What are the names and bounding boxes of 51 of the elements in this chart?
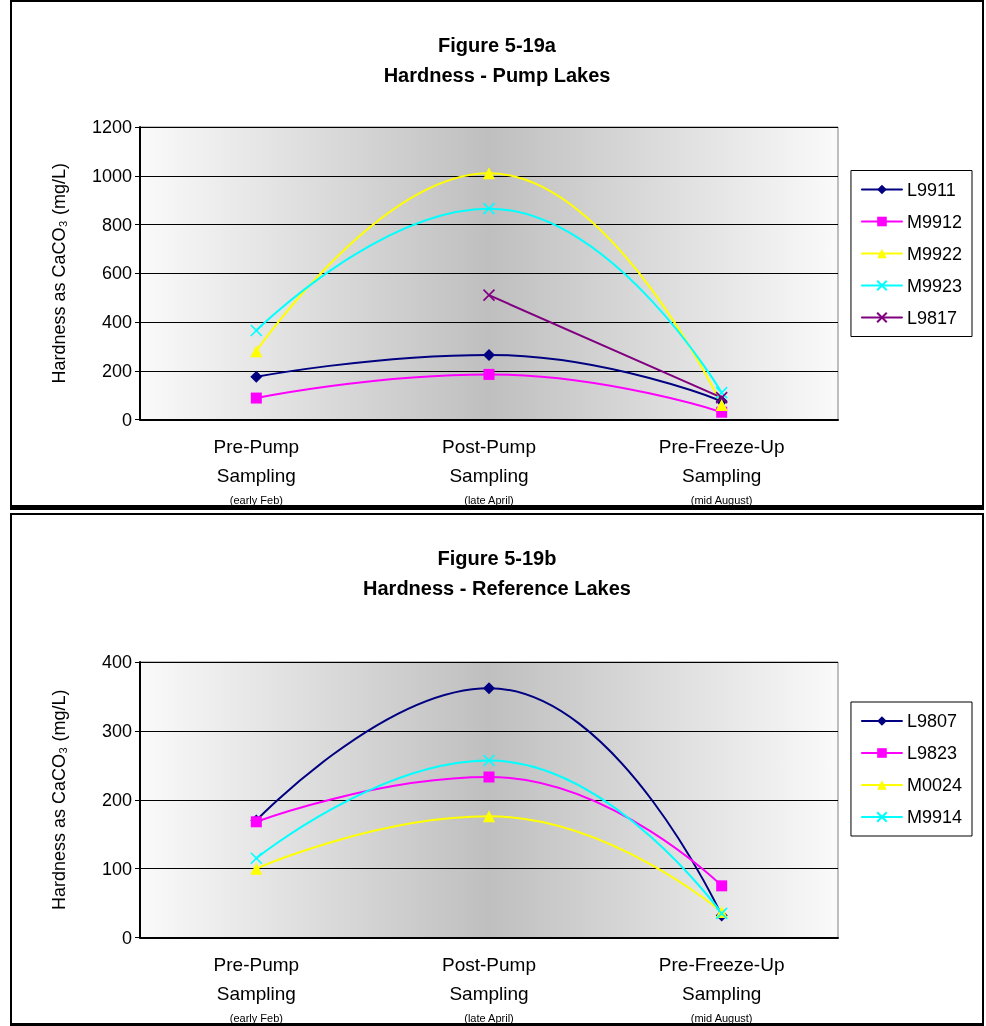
legend-label: M9922: [906, 243, 963, 264]
point: [250, 862, 263, 875]
legend-label: L9823: [906, 743, 958, 763]
legend-label: L9911: [906, 179, 956, 200]
y-tick-label: 100: [101, 858, 132, 879]
y-tick-label: 0: [121, 409, 132, 430]
point: [483, 771, 495, 783]
y-axis-title: Hardness as CaCO₃ (mg/L): [49, 689, 69, 910]
y-tick-label: 200: [101, 360, 132, 381]
point: [482, 754, 496, 767]
chart-title: Figure 5-19b: [437, 547, 557, 569]
point: [250, 324, 263, 337]
x-tick-label: Pre-Pump Sampling (early Feb): [213, 953, 300, 1024]
legend-label: L9807: [906, 711, 958, 731]
point: [250, 370, 263, 383]
y-tick-label: 1200: [91, 117, 132, 137]
point: [482, 288, 496, 302]
legend-label: M9912: [906, 211, 963, 232]
point: [250, 345, 263, 358]
x-tick-label: Post-Pump Sampling (late April): [442, 435, 536, 506]
y-tick-label: 400: [101, 312, 132, 332]
chart-subtitle: Hardness - Reference Lakes: [363, 577, 631, 599]
legend-label: M9923: [906, 275, 963, 296]
x-tick-label: Post-Pump Sampling (late April): [442, 953, 536, 1024]
point: [716, 880, 728, 892]
chart-title: Figure 5-19a: [438, 34, 557, 56]
point: [483, 167, 495, 180]
y-tick-label: 400: [101, 652, 132, 672]
y-tick-label: 800: [101, 214, 132, 235]
point: [715, 386, 728, 399]
point: [483, 810, 495, 823]
point: [250, 392, 262, 404]
y-tick-label: 0: [121, 927, 132, 948]
point: [250, 851, 263, 865]
y-tick-label: 1000: [91, 165, 132, 186]
y-tick-label: 600: [101, 263, 132, 284]
legend-label: M0024: [906, 775, 963, 795]
x-tick-label: Pre-Freeze-Up Sampling (mid August): [658, 435, 785, 506]
x-tick-label: Pre-Freeze-Up Sampling (mid August): [658, 953, 785, 1024]
point: [483, 348, 495, 361]
y-tick-label: 300: [101, 720, 132, 741]
y-tick-label: 200: [101, 789, 132, 810]
point: [483, 368, 495, 380]
point: [715, 391, 728, 404]
point: [483, 682, 495, 695]
x-tick-label: Pre-Pump Sampling (early Feb): [213, 435, 300, 506]
point: [482, 202, 496, 215]
legend-label: L9817: [906, 307, 958, 328]
legend-label: M9914: [906, 807, 963, 827]
y-axis-title: Hardness as CaCO₃ (mg/L): [49, 163, 69, 384]
chart-subtitle: Hardness - Pump Lakes: [383, 64, 611, 86]
